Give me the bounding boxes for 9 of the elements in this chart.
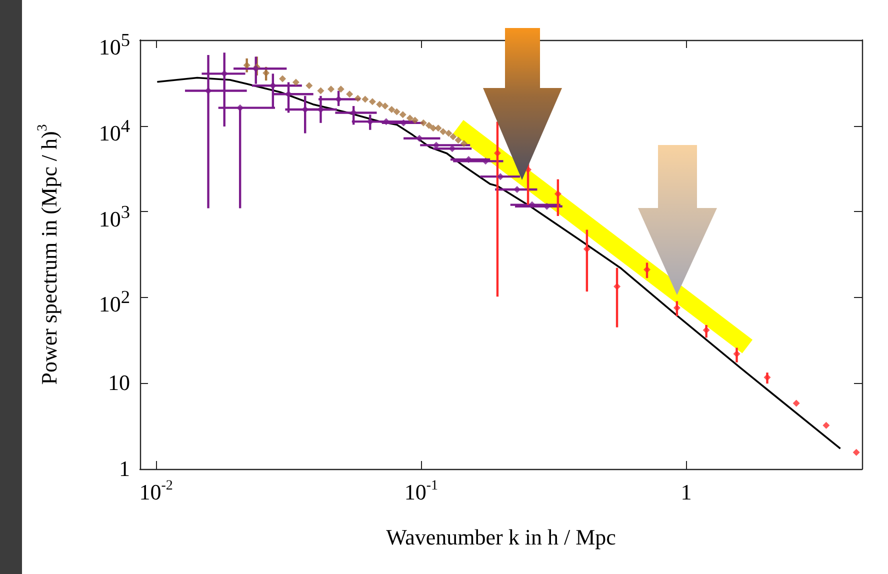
y-tick-label: 10$^{2}$ xyxy=(98,286,130,317)
y-axis-title: Power spectrum in (Mpc / h)3 xyxy=(36,124,62,385)
y-tick-label: 10$^{3}$ xyxy=(98,200,130,231)
y-tick-label: 1 xyxy=(119,455,130,483)
y-tick-label: 10$^{4}$ xyxy=(98,114,130,146)
y-tick-label: 10$^{5}$ xyxy=(98,29,130,60)
x-axis-title: Wavenumber k in h / Mpc xyxy=(386,524,616,550)
y-tick-label: 10 xyxy=(108,369,130,398)
x-tick-label: 1 xyxy=(680,480,692,504)
